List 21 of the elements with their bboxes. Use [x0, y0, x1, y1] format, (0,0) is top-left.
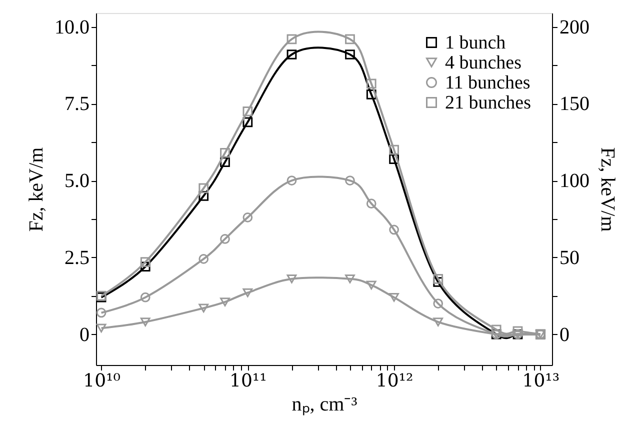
y2-tick-label: 100 — [560, 170, 590, 192]
legend-label: 1 bunch — [445, 32, 506, 54]
y2-tick-label: 0 — [560, 324, 570, 346]
y-tick-label: 0 — [80, 324, 90, 346]
y-tick-label: 2.5 — [64, 246, 90, 269]
y2-tick-label: 50 — [560, 246, 580, 269]
y-tick-label: 7.5 — [64, 93, 90, 116]
x-tick-label: 10¹⁰ — [83, 370, 120, 392]
y2-tick-label: 200 — [560, 16, 590, 38]
legend-label: 11 bunches — [445, 72, 530, 94]
y2-axis-title: Fz, keV/m — [596, 147, 618, 232]
y2-tick-label: 150 — [560, 93, 590, 116]
x-tick-label: 10¹¹ — [230, 370, 267, 392]
legend-label: 21 bunches — [445, 92, 532, 114]
y-tick-label: 10.0 — [54, 16, 90, 38]
x-tick-label: 10¹³ — [522, 370, 560, 392]
y-axis-title: Fz, keV/m — [26, 146, 48, 232]
x-tick-label: 10¹² — [376, 370, 414, 392]
y-tick-label: 5.0 — [64, 170, 90, 192]
x-axis-title: nₚ, cm⁻³ — [292, 394, 358, 416]
legend-label: 4 bunches — [445, 52, 522, 74]
